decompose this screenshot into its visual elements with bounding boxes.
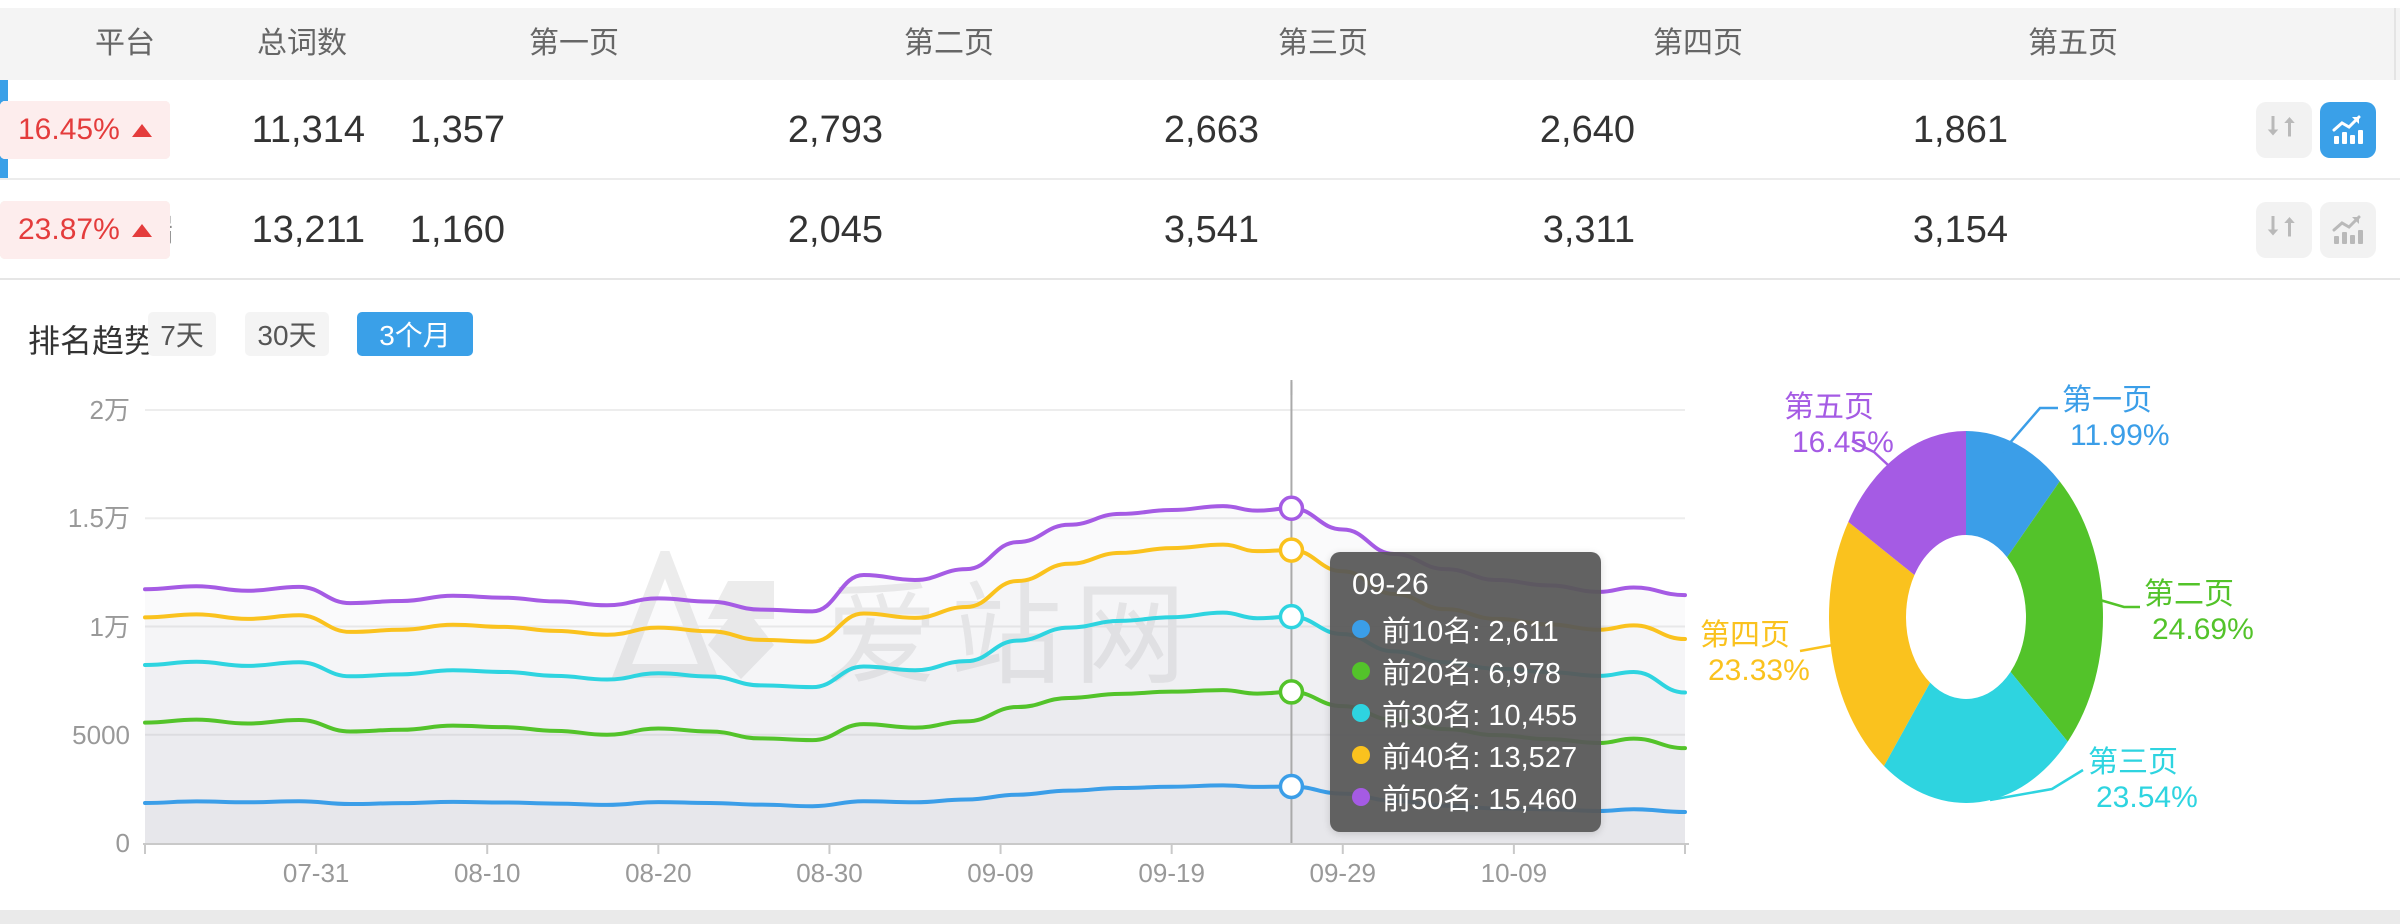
tab-label: 3个月 [379, 320, 451, 351]
watermark-text: 爱站网 [826, 545, 1198, 707]
tooltip-date: 09-26 [1352, 568, 1429, 601]
chart-tooltip: 09-26 前10名: 2,611 前20名: 6,978 前30名: 10,455… [1330, 552, 1602, 832]
donut-slice-5[interactable] [1848, 431, 1966, 576]
donut-label-2: 第二页 24.69% [2144, 578, 2254, 646]
aizhan-watermark: 爱站网 [610, 545, 1198, 707]
y-tick-label: 1万 [89, 611, 130, 642]
page2-count: 2,045 [787, 209, 883, 251]
pct-text: 23.87% [18, 213, 120, 246]
series-dot-icon [1352, 620, 1370, 638]
sort-arrows-icon [2267, 216, 2295, 237]
donut-slice-4[interactable] [1829, 521, 1931, 766]
sort-button[interactable] [2256, 102, 2312, 158]
page4-count: 2,640 [1539, 109, 1635, 151]
y-tick-label: 2万 [89, 395, 130, 425]
page1-count: 1,160 [409, 209, 505, 251]
x-tick-label: 09-09 [967, 858, 1034, 888]
x-tick-label: 08-10 [453, 858, 521, 888]
page5-change-badge: 16.45% [0, 101, 170, 159]
table-row-pc[interactable]: PC端 11,314 1,357 11.99% 2,793 24.69% 2,6… [0, 80, 2400, 180]
trend-chart-icon [2332, 115, 2363, 144]
col-header-page2: 第二页 [904, 27, 994, 60]
donut-label-3: 第三页 23.54% [2088, 746, 2198, 814]
series-dot-icon [1352, 704, 1370, 722]
col-header-page4: 第四页 [1653, 27, 1743, 60]
tooltip-series-row: 前20名: 6,978 [1352, 650, 1577, 692]
tooltip-series-row: 前30名: 10,455 [1352, 692, 1577, 734]
sort-arrows-icon [2267, 116, 2295, 137]
tooltip-series-row: 前40名: 13,527 [1352, 734, 1577, 776]
x-tick-label: 09-19 [1138, 858, 1205, 888]
y-tick-label: 5000 [72, 719, 130, 750]
col-header-page3: 第三页 [1278, 27, 1368, 60]
row-divider [0, 178, 2400, 180]
tooltip-series-row: 前10名: 2,611 [1352, 608, 1577, 650]
series-dot-icon [1352, 788, 1370, 806]
trend-arrow-icon [131, 223, 152, 237]
donut-slice-1[interactable] [1966, 431, 2060, 558]
trend-arrow-icon [131, 123, 152, 137]
series-dot-icon [1352, 746, 1370, 764]
section-divider [0, 278, 2400, 280]
col-header-page1: 第一页 [529, 27, 619, 60]
aizhan-logo-icon [611, 551, 774, 679]
y-tick-label: 1.5万 [67, 503, 130, 534]
tab-30-days[interactable]: 30天 [245, 312, 329, 356]
donut-slice-3[interactable] [1883, 671, 2068, 803]
x-tick-label: 07-31 [282, 858, 350, 888]
trend-section-title: 排名趋势 [28, 323, 157, 359]
trend-chart-button[interactable] [2320, 102, 2376, 158]
rank-trend-line-chart[interactable] [0, 380, 2400, 924]
tab-label: 30天 [257, 320, 317, 351]
sort-button[interactable] [2256, 202, 2312, 258]
page1-count: 1,357 [409, 109, 505, 151]
pct-text: 16.45% [18, 113, 120, 146]
series-dot-icon [1352, 662, 1370, 680]
page5-change-badge: 23.87% [0, 201, 170, 259]
x-tick-label: 08-30 [796, 858, 863, 888]
donut-label-4: 第四页 23.33% [1700, 619, 1810, 687]
col-header-platform: 平台 [95, 27, 155, 60]
page5-count: 3,154 [1912, 209, 2008, 251]
col-header-total: 总词数 [257, 27, 347, 60]
table-header: 平台 总词数 第一页 第二页 第三页 第四页 第五页 [0, 8, 2400, 82]
tooltip-series-row: 前50名: 15,460 [1352, 776, 1577, 818]
page4-count: 3,311 [1542, 209, 1635, 251]
page3-count: 2,663 [1163, 109, 1259, 151]
tab-7-days[interactable]: 7天 [148, 312, 216, 356]
tab-label: 7天 [160, 320, 204, 351]
x-tick-label: 10-09 [1480, 858, 1548, 888]
y-tick-label: 0 [115, 828, 130, 858]
total-words: 13,211 [251, 209, 365, 251]
col-header-page5: 第五页 [2028, 27, 2118, 60]
tab-3-months[interactable]: 3个月 [357, 312, 473, 356]
donut-label-5: 第五页 16.45% [1784, 391, 1894, 459]
x-tick-label: 09-29 [1309, 858, 1377, 888]
x-tick-label: 08-20 [625, 858, 692, 888]
total-words: 11,314 [251, 109, 365, 151]
page5-count: 1,861 [1912, 109, 2008, 151]
page-bottom-edge [0, 910, 2400, 924]
table-row-mobile[interactable]: 移动端 13,211 1,160 8.78% 2,045 15.48% 3,54… [0, 180, 2400, 280]
page3-count: 3,541 [1163, 209, 1259, 251]
page2-count: 2,793 [787, 109, 883, 151]
donut-slice-2[interactable] [2007, 481, 2103, 742]
trend-chart-button[interactable] [2320, 202, 2376, 258]
trend-chart-icon [2332, 215, 2363, 244]
donut-label-1: 第一页 11.99% [2062, 384, 2170, 452]
